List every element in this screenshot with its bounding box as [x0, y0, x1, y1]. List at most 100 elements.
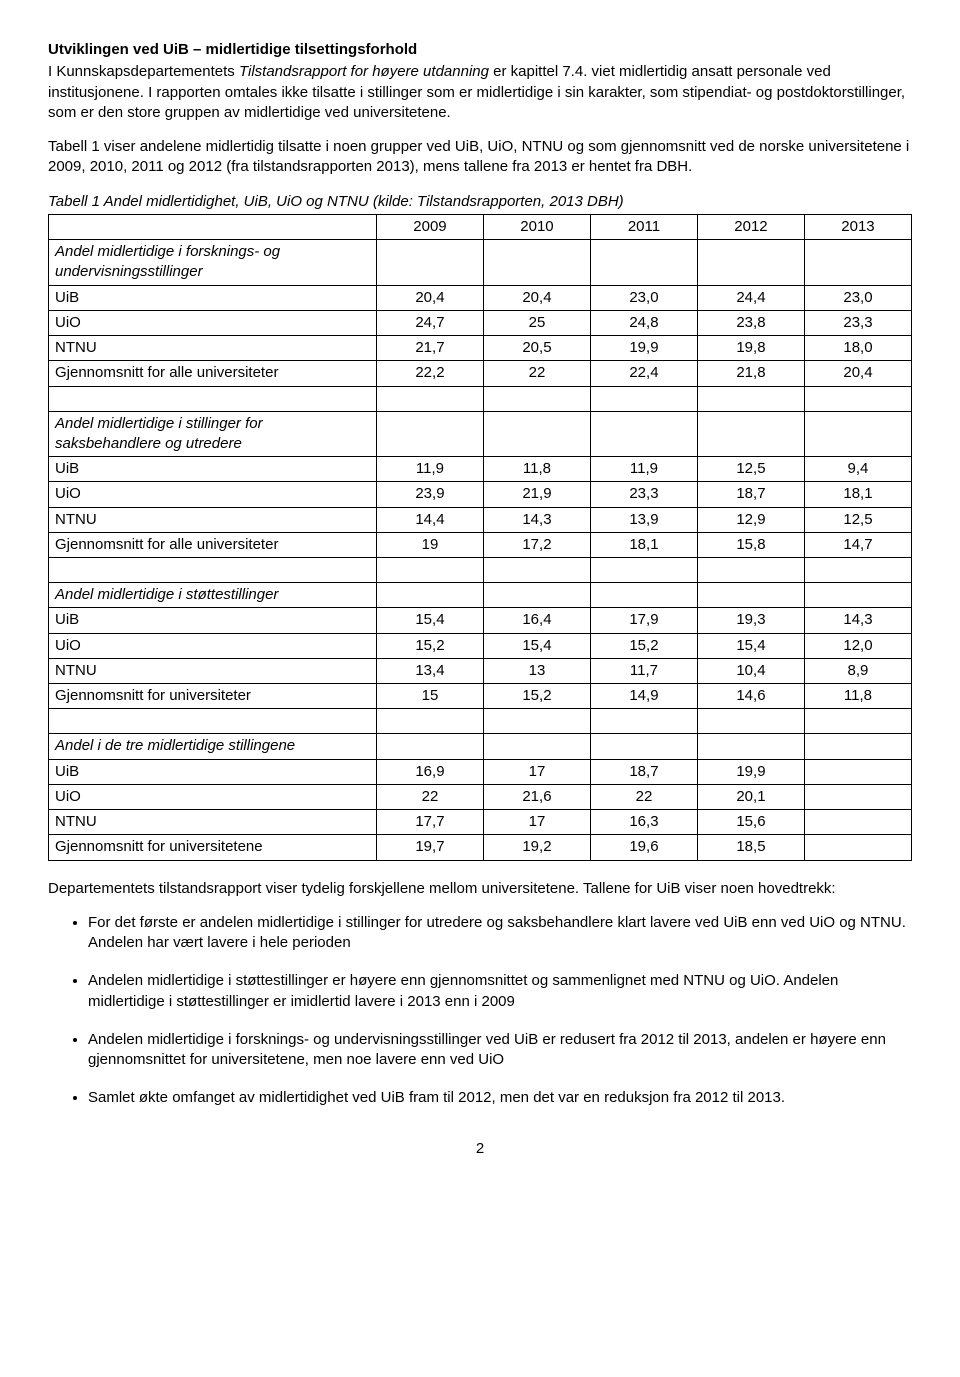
data-table: 2009 2010 2011 2012 2013 Andel midlertid…	[48, 214, 912, 861]
row-label: NTNU	[49, 658, 377, 683]
cell	[697, 411, 804, 457]
cell	[590, 386, 697, 411]
cell: 19,9	[590, 336, 697, 361]
cell: 22,2	[376, 361, 483, 386]
header-blank	[49, 214, 377, 239]
cell: 19,8	[697, 336, 804, 361]
cell	[483, 386, 590, 411]
cell: 23,9	[376, 482, 483, 507]
cell: 14,9	[590, 684, 697, 709]
table-row: UiO2221,62220,1	[49, 784, 912, 809]
cell: 18,7	[590, 759, 697, 784]
list-item: Andelen midlertidige i støttestillinger …	[88, 971, 912, 1012]
cell	[697, 386, 804, 411]
row-label: UiB	[49, 285, 377, 310]
cell: 20,1	[697, 784, 804, 809]
cell: 23,3	[590, 482, 697, 507]
cell: 17	[483, 810, 590, 835]
cell	[49, 558, 377, 583]
intro-paragraph-1: I Kunnskapsdepartementets Tilstandsrappo…	[48, 62, 912, 123]
table-row: NTNU14,414,313,912,912,5	[49, 507, 912, 532]
cell: 18,7	[697, 482, 804, 507]
row-label: UiO	[49, 633, 377, 658]
cell: 15,4	[483, 633, 590, 658]
cell: 15,2	[590, 633, 697, 658]
row-label: NTNU	[49, 507, 377, 532]
cell: 13,9	[590, 507, 697, 532]
cell	[697, 583, 804, 608]
cell	[376, 411, 483, 457]
section2-label-row: Andel midlertidige i stillinger for saks…	[49, 411, 912, 457]
cell: 18,1	[804, 482, 911, 507]
cell	[590, 411, 697, 457]
cell	[483, 411, 590, 457]
cell: 12,9	[697, 507, 804, 532]
table-row: UiB20,420,423,024,423,0	[49, 285, 912, 310]
row-label: UiB	[49, 457, 377, 482]
table-row: Gjennomsnitt for alle universiteter22,22…	[49, 361, 912, 386]
cell	[804, 411, 911, 457]
cell: 15,4	[376, 608, 483, 633]
cell	[697, 734, 804, 759]
cell: 15,4	[697, 633, 804, 658]
row-label: Gjennomsnitt for alle universiteter	[49, 532, 377, 557]
cell: 13	[483, 658, 590, 683]
cell	[804, 759, 911, 784]
cell: 15,2	[376, 633, 483, 658]
cell	[483, 583, 590, 608]
cell: 23,8	[697, 310, 804, 335]
cell: 11,8	[483, 457, 590, 482]
section4-label-row: Andel i de tre midlertidige stillingene	[49, 734, 912, 759]
table-row: NTNU21,720,519,919,818,0	[49, 336, 912, 361]
cell: 8,9	[804, 658, 911, 683]
cell: 15,6	[697, 810, 804, 835]
row-label: UiB	[49, 608, 377, 633]
cell: 19,3	[697, 608, 804, 633]
year-2009: 2009	[376, 214, 483, 239]
intro-paragraph-2: Tabell 1 viser andelene midlertidig tils…	[48, 137, 912, 178]
cell: 19,9	[697, 759, 804, 784]
cell	[376, 386, 483, 411]
cell	[49, 709, 377, 734]
spacer-row	[49, 558, 912, 583]
cell: 14,3	[483, 507, 590, 532]
cell: 11,8	[804, 684, 911, 709]
cell: 22	[376, 784, 483, 809]
cell: 23,3	[804, 310, 911, 335]
cell: 19,2	[483, 835, 590, 860]
row-label: Gjennomsnitt for alle universiteter	[49, 361, 377, 386]
cell: 13,4	[376, 658, 483, 683]
cell: 23,0	[590, 285, 697, 310]
cell: 22	[483, 361, 590, 386]
cell: 24,4	[697, 285, 804, 310]
year-2010: 2010	[483, 214, 590, 239]
cell: 20,4	[804, 361, 911, 386]
section4-label: Andel i de tre midlertidige stillingene	[49, 734, 377, 759]
cell: 21,6	[483, 784, 590, 809]
cell	[804, 583, 911, 608]
cell: 20,4	[376, 285, 483, 310]
row-label: UiB	[49, 759, 377, 784]
cell: 22	[590, 784, 697, 809]
table-caption: Tabell 1 Andel midlertidighet, UiB, UiO …	[48, 192, 912, 212]
cell: 21,7	[376, 336, 483, 361]
cell	[376, 558, 483, 583]
cell	[804, 835, 911, 860]
cell: 17	[483, 759, 590, 784]
page-number: 2	[48, 1139, 912, 1159]
cell: 20,4	[483, 285, 590, 310]
cell	[804, 784, 911, 809]
cell: 21,8	[697, 361, 804, 386]
cell: 15,8	[697, 532, 804, 557]
year-2013: 2013	[804, 214, 911, 239]
cell: 14,4	[376, 507, 483, 532]
cell: 9,4	[804, 457, 911, 482]
cell: 19	[376, 532, 483, 557]
cell	[376, 240, 483, 286]
year-2011: 2011	[590, 214, 697, 239]
bullet-list: For det første er andelen midlertidige i…	[48, 913, 912, 1109]
table-row: UiB11,911,811,912,59,4	[49, 457, 912, 482]
cell	[590, 734, 697, 759]
cell	[804, 240, 911, 286]
cell: 16,3	[590, 810, 697, 835]
